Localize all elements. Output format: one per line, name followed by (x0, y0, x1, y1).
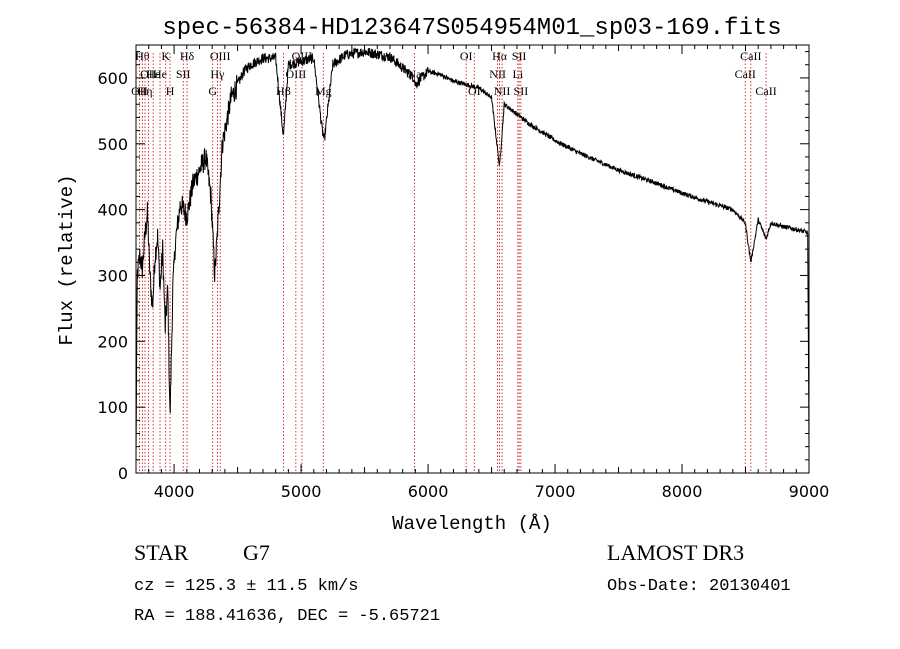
y-axis-label: Flux (relative) (56, 174, 78, 345)
y-tick-label: 0 (118, 464, 128, 483)
spectral-line-markers: OIIHθHηOIIHεHeKHSIIHδGHγOIIIHβOIIIOIIIMg… (131, 49, 777, 473)
y-tick-label: 500 (97, 135, 128, 154)
y-axis: 0 100 200 300 400 500 600 (97, 51, 809, 483)
marker-label-24: SII (512, 49, 527, 63)
marker-label-7: H (166, 84, 175, 98)
x-tick-label: 7000 (535, 482, 576, 501)
redshift-cz: cz = 125.3 ± 11.5 km/s (134, 577, 358, 596)
obs-date: Obs-Date: 20130401 (607, 577, 791, 596)
marker-label-12: OIII (210, 49, 231, 63)
y-tick-label: 300 (97, 266, 128, 285)
marker-label-27: CaII (740, 49, 761, 63)
y-tick-label: 400 (97, 201, 128, 220)
marker-label-16: Mg (315, 84, 332, 98)
y-tick-label: 600 (97, 69, 128, 88)
marker-label-26: CaII (735, 67, 756, 81)
marker-label-11: Hγ (210, 67, 225, 81)
object-class: STAR (134, 540, 189, 565)
info-panel: STAR G7 LAMOST DR3 cz = 125.3 ± 11.5 km/… (134, 540, 791, 626)
marker-label-18: OI (460, 49, 473, 63)
survey-name: LAMOST DR3 (607, 540, 744, 565)
chart-title: spec-56384-HD123647S054954M01_sp03-169.f… (162, 15, 781, 42)
marker-label-10: G (208, 84, 217, 98)
marker-label-1: Hθ (135, 49, 150, 63)
y-tick-label: 100 (97, 398, 128, 417)
y-tick-label: 200 (97, 332, 128, 351)
x-axis-label: Wavelength (Å) (392, 513, 552, 535)
x-tick-label: 4000 (154, 482, 195, 501)
marker-label-2: Hη (138, 84, 153, 98)
ra-dec: RA = 188.41636, DEC = -5.65721 (134, 607, 440, 626)
x-tick-label: 9000 (789, 482, 830, 501)
marker-label-8: SII (176, 67, 191, 81)
marker-label-6: K (161, 49, 170, 63)
marker-label-5: He (153, 67, 167, 81)
marker-label-9: Hδ (180, 49, 195, 63)
marker-label-14: OIII (286, 67, 307, 81)
marker-label-21: Hα (492, 49, 508, 63)
x-axis: 4000 5000 6000 7000 8000 9000 (148, 45, 830, 501)
marker-label-28: CaII (755, 84, 776, 98)
marker-label-4: Hε (146, 67, 160, 81)
object-subclass: G7 (243, 540, 270, 565)
plot-frame (135, 44, 810, 474)
marker-label-22: NII (494, 84, 511, 98)
x-tick-label: 8000 (662, 482, 703, 501)
marker-label-20: NII (489, 67, 506, 81)
x-tick-label: 6000 (408, 482, 449, 501)
flux-series (135, 47, 810, 457)
marker-label-25: SII (514, 84, 529, 98)
flux-line (135, 47, 810, 457)
x-tick-label: 5000 (281, 482, 322, 501)
marker-label-23: Li (512, 67, 523, 81)
